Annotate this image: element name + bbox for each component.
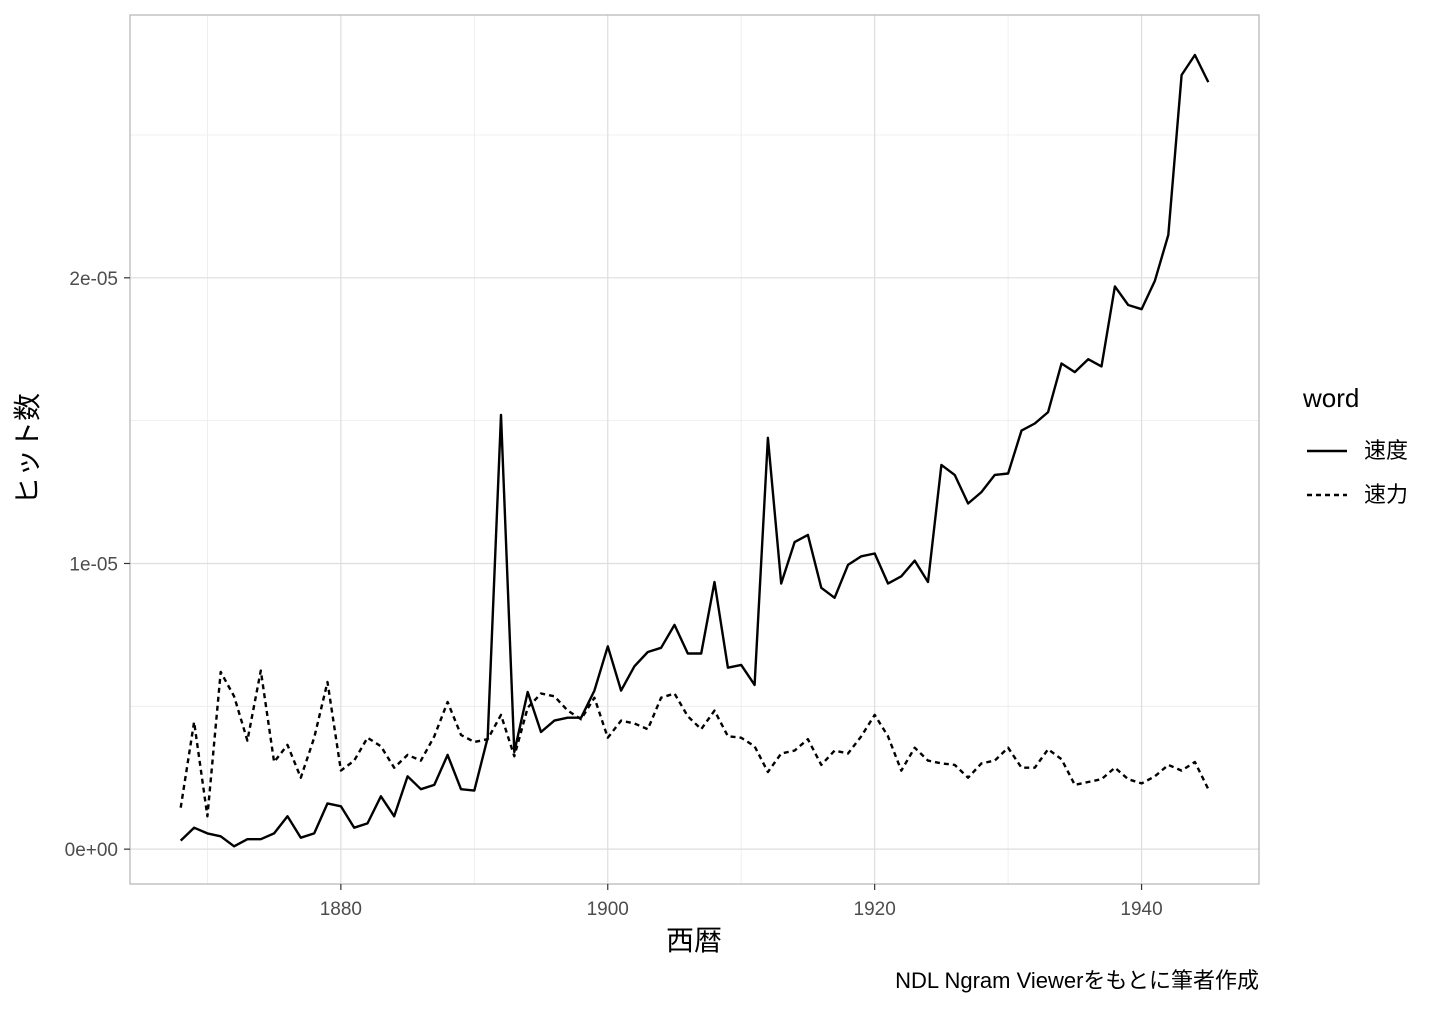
- chart-caption: NDL Ngram Viewerをもとに筆者作成: [895, 968, 1259, 993]
- legend-label: 速力: [1364, 482, 1408, 507]
- series-line-sokudo: [179, 53, 1210, 848]
- x-tick-label: 1900: [587, 899, 629, 920]
- x-tick-label: 1880: [320, 899, 362, 920]
- y-tick-label: 2e-05: [69, 269, 118, 290]
- y-tick-label: 1e-05: [69, 554, 118, 575]
- legend-title: word: [1302, 383, 1359, 413]
- legend-label: 速度: [1364, 438, 1408, 463]
- series-layer: [179, 53, 1210, 848]
- x-tick-label: 1920: [854, 899, 896, 920]
- x-axis-title: 西暦: [666, 925, 722, 956]
- ticks-layer: 1880 1900 1920 1940 0e+00 1e-05 2e-05: [65, 269, 1163, 920]
- y-tick-label: 0e+00: [65, 840, 118, 861]
- series-line-sokuryoku: [179, 669, 1210, 818]
- legend-item-sokuryoku: 速力: [1307, 482, 1408, 507]
- grid-layer: [130, 15, 1259, 884]
- y-axis-title: ヒット数: [12, 393, 43, 505]
- x-tick-label: 1940: [1120, 899, 1162, 920]
- panel-border: [129, 14, 1260, 885]
- legend-item-sokudo: 速度: [1307, 438, 1408, 463]
- legend: word 速度 速力: [1302, 383, 1408, 507]
